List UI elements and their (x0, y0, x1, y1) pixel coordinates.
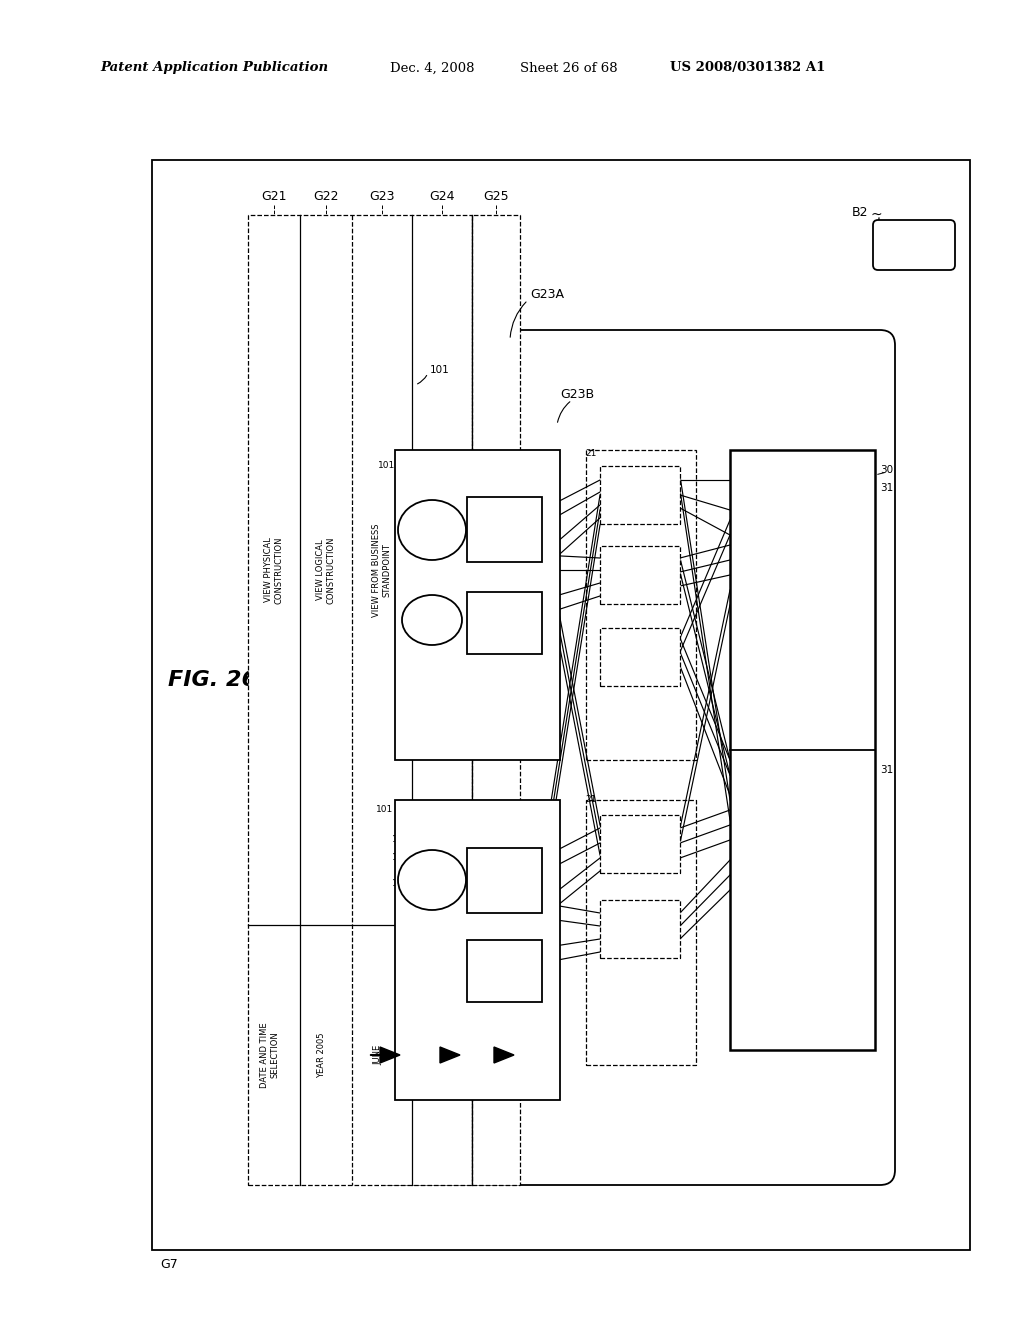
Text: 20: 20 (488, 450, 500, 459)
Text: JUNE: JUNE (374, 1045, 383, 1065)
Text: VIEW LOGICAL
CONSTRUCTION: VIEW LOGICAL CONSTRUCTION (316, 536, 336, 603)
FancyBboxPatch shape (586, 800, 696, 1065)
Text: 101: 101 (378, 461, 395, 470)
Text: 101: 101 (376, 805, 393, 814)
Text: VIEW PERFORMANCE
INFORMATION: VIEW PERFORMANCE INFORMATION (432, 525, 452, 614)
Text: G22: G22 (313, 190, 339, 203)
Text: VIEW FROM BUSINESS
STANDPOINT: VIEW FROM BUSINESS STANDPOINT (373, 523, 392, 616)
FancyBboxPatch shape (467, 940, 542, 1002)
Polygon shape (494, 1047, 514, 1063)
Polygon shape (440, 1047, 460, 1063)
Text: 21: 21 (586, 796, 597, 804)
FancyBboxPatch shape (248, 215, 472, 1185)
Text: FIG. 26: FIG. 26 (168, 671, 257, 690)
Text: 31: 31 (880, 483, 893, 492)
Text: 11: 11 (393, 506, 406, 515)
Text: 10: 10 (391, 836, 403, 845)
Text: END: END (898, 238, 931, 252)
Text: YEAR 2005: YEAR 2005 (317, 1032, 327, 1077)
Text: Z1: Z1 (633, 652, 647, 663)
Text: MAIL: MAIL (420, 615, 444, 624)
Text: G24: G24 (429, 190, 455, 203)
Ellipse shape (398, 850, 466, 909)
Text: Z2: Z2 (633, 490, 647, 500)
Text: (MINUTES) 30: (MINUTES) 30 (487, 1026, 497, 1084)
Text: LPR2: LPR2 (492, 875, 517, 884)
Text: Z2: Z2 (633, 570, 647, 579)
Text: 11: 11 (391, 879, 403, 887)
Text: RESOURCE
TRANSITION: RESOURCE TRANSITION (486, 545, 506, 595)
Text: G23A: G23A (530, 289, 564, 301)
Text: G25: G25 (483, 190, 509, 203)
Text: 21: 21 (488, 463, 500, 473)
Text: (HOUR) 16:: (HOUR) 16: (433, 1031, 442, 1078)
FancyBboxPatch shape (467, 498, 542, 562)
Text: Sheet 26 of 68: Sheet 26 of 68 (520, 62, 617, 74)
Text: LPR2: LPR2 (781, 591, 823, 609)
Text: 21: 21 (586, 449, 597, 458)
Text: Z1: Z1 (633, 924, 647, 935)
FancyBboxPatch shape (395, 450, 560, 760)
Text: ACCOUNTING
DEPARTMENT: ACCOUNTING DEPARTMENT (409, 874, 456, 887)
FancyBboxPatch shape (395, 800, 560, 1100)
Text: US 2008/0301382 A1: US 2008/0301382 A1 (670, 62, 825, 74)
Text: PERSONNEL
DEPARTMENT: PERSONNEL DEPARTMENT (409, 524, 456, 536)
Text: ~: ~ (870, 209, 882, 222)
FancyBboxPatch shape (467, 847, 542, 913)
Text: Dec. 4, 2008: Dec. 4, 2008 (390, 62, 474, 74)
FancyBboxPatch shape (472, 215, 520, 1185)
FancyBboxPatch shape (600, 546, 680, 605)
Ellipse shape (402, 595, 462, 645)
Text: 21: 21 (486, 816, 498, 825)
Text: LPR1: LPR1 (781, 891, 823, 909)
Text: G21: G21 (261, 190, 287, 203)
Text: Z1: Z1 (633, 840, 647, 849)
Text: 31: 31 (880, 766, 893, 775)
FancyBboxPatch shape (600, 814, 680, 873)
FancyBboxPatch shape (600, 466, 680, 524)
Text: LPR2: LPR2 (492, 524, 517, 535)
Text: 11: 11 (391, 854, 403, 862)
Text: LPR1: LPR1 (492, 966, 517, 975)
Text: B2: B2 (852, 206, 868, 219)
Text: 20: 20 (486, 804, 498, 813)
Text: 101: 101 (430, 366, 450, 375)
FancyBboxPatch shape (730, 450, 874, 1049)
Text: 10: 10 (393, 488, 406, 498)
FancyBboxPatch shape (152, 160, 970, 1250)
FancyBboxPatch shape (600, 628, 680, 686)
Text: 30: 30 (880, 465, 893, 475)
Text: DATE AND TIME
SELECTION: DATE AND TIME SELECTION (260, 1022, 280, 1088)
Text: LPR1: LPR1 (492, 618, 517, 628)
Text: G23: G23 (370, 190, 394, 203)
FancyBboxPatch shape (467, 591, 542, 653)
Text: Patent Application Publication: Patent Application Publication (100, 62, 328, 74)
Text: G7: G7 (160, 1258, 178, 1270)
Text: VIEW PHYSICAL
CONSTRUCTION: VIEW PHYSICAL CONSTRUCTION (264, 536, 284, 603)
FancyBboxPatch shape (600, 900, 680, 958)
FancyBboxPatch shape (586, 450, 696, 760)
Text: G23B: G23B (560, 388, 594, 401)
FancyBboxPatch shape (375, 330, 895, 1185)
FancyBboxPatch shape (873, 220, 955, 271)
Ellipse shape (398, 500, 466, 560)
Polygon shape (380, 1047, 400, 1063)
